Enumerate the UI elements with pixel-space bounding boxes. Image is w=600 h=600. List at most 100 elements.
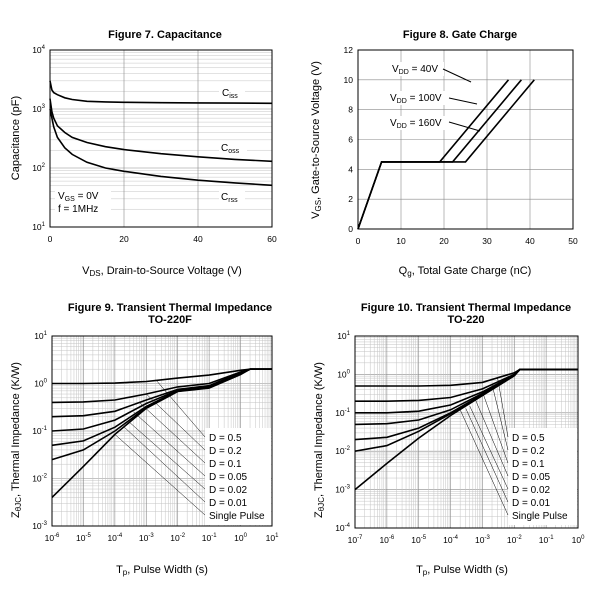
fig7-ytick-label: 101	[32, 222, 45, 232]
fig9-legend-entry: D = 0.1	[209, 459, 242, 470]
fig9-xtick-label-base: 10	[45, 533, 55, 543]
fig9-ytick-label-base: 10	[32, 521, 42, 531]
fig9-legend-entry: D = 0.5	[209, 433, 242, 444]
fig9-legend-leader	[124, 427, 206, 503]
fig7-series-c-oss	[49, 98, 273, 163]
fig7-ytick-label-base: 10	[32, 222, 42, 232]
fig7-ciss-label-bg	[219, 86, 245, 100]
fig8-ytick-label: 0	[348, 224, 353, 234]
fig10-legend-entry: D = 0.1	[512, 459, 545, 470]
fig9-subtitle: TO-220F	[148, 314, 192, 326]
fig10-ytick-label-base: 10	[335, 408, 345, 418]
fig9-ytick-label-exp: -3	[42, 521, 48, 527]
fig10-ytick-label: 10-3	[335, 485, 350, 495]
fig10-xtick-label-base: 10	[443, 535, 453, 545]
fig8-ytick-label: 10	[344, 75, 354, 85]
fig9-ytick-label-exp: -1	[42, 426, 48, 432]
fig10-legend-entry: D = 0.2	[512, 446, 545, 457]
fig9-x-axis-label: Tp, Pulse Width (s)	[116, 564, 208, 577]
fig10-xtick-label: 10-4	[443, 535, 458, 545]
fig8-title: Figure 8. Gate Charge	[403, 29, 517, 41]
fig9-xtick-label-base: 10	[234, 533, 244, 543]
fig10-ytick-label: 10-1	[335, 408, 350, 418]
fig7-xtick-label: 0	[48, 234, 53, 244]
fig9-ytick-label: 10-1	[32, 426, 47, 436]
fig10-xtick-label-base: 10	[348, 535, 358, 545]
fig10-xtick-label-exp: -6	[389, 535, 395, 541]
fig8-label-bg-160	[388, 116, 450, 130]
fig9-xtick-label-exp: -5	[85, 533, 91, 539]
fig8-ytick-label: 4	[348, 164, 353, 174]
fig10-xtick-label: 10-7	[348, 535, 363, 545]
fig10-legend-leader	[491, 384, 509, 451]
fig7-ytick-label-exp: 1	[42, 222, 46, 228]
fig10-legend-leader	[469, 405, 509, 490]
fig9-xtick-label: 100	[234, 533, 247, 543]
fig9-xtick-label-base: 10	[266, 533, 276, 543]
fig10-legend-bg	[508, 428, 577, 525]
fig9-title: Figure 9. Transient Thermal Impedance	[68, 302, 272, 314]
figure-8-gate-charge: Figure 8. Gate Charge 0 10 20 30 40 50 0 2 4 6 8 10…	[310, 29, 578, 278]
figure-10-thermal-to220: Figure 10. Transient Thermal Impedance T…	[313, 302, 585, 577]
fig8-plot-frame	[357, 49, 574, 230]
fig10-legend-entry: Single Pulse	[512, 511, 568, 522]
fig8-ytick-label: 2	[348, 194, 353, 204]
fig7-xtick-label: 60	[267, 234, 277, 244]
fig7-coss-label-bg	[219, 141, 247, 155]
fig10-ytick-label-exp: 0	[347, 369, 351, 375]
fig10-legend-entry: D = 0.01	[512, 498, 551, 509]
fig7-series-c-rss	[49, 108, 273, 187]
fig8-leader-160	[448, 121, 481, 132]
fig9-xtick-label-base: 10	[139, 533, 149, 543]
fig9-xtick-label-exp: -6	[54, 533, 60, 539]
fig8-ytick-label: 8	[348, 105, 353, 115]
fig10-ytick-label-exp: -4	[345, 523, 351, 529]
fig9-ticks: 10-6 10-5 10-4 10-3 10-2 10-1 100 10110-310-210…	[32, 331, 279, 543]
fig10-ytick-label-base: 10	[337, 369, 347, 379]
fig9-legend-leader	[114, 434, 206, 516]
fig8-leader-40	[442, 68, 472, 83]
fig8-series-v-dd-160v	[357, 79, 535, 230]
fig9-xtick-label: 101	[266, 533, 279, 543]
fig9-legend-bg	[205, 428, 271, 525]
fig10-ytick-label-base: 10	[335, 523, 345, 533]
fig9-ytick-label-base: 10	[34, 379, 44, 389]
fig9-ytick-label: 10-3	[32, 521, 47, 531]
fig10-legend-entry: D = 0.05	[512, 472, 551, 483]
fig10-xtick-label: 10-1	[539, 535, 554, 545]
fig9-ytick-label-exp: 1	[44, 331, 48, 337]
fig9-xtick-label-base: 10	[202, 533, 212, 543]
fig8-xtick-label: 20	[439, 236, 449, 246]
fig9-ytick-label: 10-2	[32, 474, 47, 484]
fig10-xtick-label: 10-2	[507, 535, 522, 545]
fig9-xtick-label-base: 10	[76, 533, 86, 543]
fig10-subtitle: TO-220	[447, 314, 484, 326]
fig10-legend: D = 0.5 D = 0.2 D = 0.1 D = 0.05 D = 0.02 D =…	[459, 378, 577, 525]
fig9-xtick-label-exp: -1	[211, 533, 217, 539]
fig10-ytick-label-exp: -1	[345, 408, 351, 414]
fig10-ytick-label-base: 10	[335, 485, 345, 495]
fig9-xtick-label-exp: 1	[275, 533, 279, 539]
fig10-curves	[354, 368, 578, 491]
fig7-xtick-label: 40	[193, 234, 203, 244]
fig9-y-axis-label: ZθJC, Thermal Impedance (K/W)	[10, 362, 23, 518]
fig9-legend-leader	[155, 379, 206, 438]
fig10-xtick-label-base: 10	[411, 535, 421, 545]
fig10-ytick-label: 101	[337, 331, 350, 341]
fig9-xtick-label-exp: -4	[117, 533, 123, 539]
fig7-plot-frame	[49, 49, 273, 228]
fig8-xtick-label: 50	[568, 236, 578, 246]
fig9-xtick-label: 10-2	[170, 533, 185, 543]
fig9-ytick-label: 100	[34, 379, 47, 389]
fig7-ytick-label-exp: 4	[42, 45, 46, 51]
fig8-xtick-label: 0	[356, 236, 361, 246]
fig8-ytick-label: 6	[348, 135, 353, 145]
fig9-xtick-label: 10-4	[107, 533, 122, 543]
fig10-ytick-label: 100	[337, 369, 350, 379]
fig8-y-axis-label: VGS, Gate-to-Source Voltage (V)	[310, 61, 323, 219]
fig9-xtick-label: 10-3	[139, 533, 154, 543]
figure-9-thermal-to220f: Figure 9. Transient Thermal Impedance TO…	[10, 302, 279, 577]
fig7-y-axis-label: Capacitance (pF)	[10, 96, 22, 180]
fig10-legend-entry: D = 0.5	[512, 433, 545, 444]
